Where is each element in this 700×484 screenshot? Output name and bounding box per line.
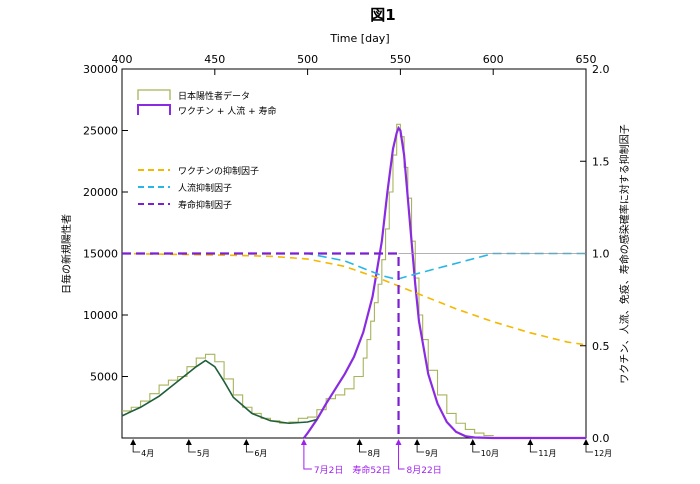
month-leader: [359, 445, 367, 453]
y-axis-right-label: ワクチン、人流、免疫、寿命の感染確率に対する抑制因子: [618, 124, 631, 383]
series-line: [122, 252, 586, 281]
month-leader: [529, 445, 538, 453]
series-line: [122, 252, 400, 438]
series-group: [121, 123, 587, 440]
x-tick-label: 450: [204, 53, 225, 66]
month-arrow: [469, 439, 476, 445]
legend-label: ワクチンの抑制因子: [178, 165, 259, 177]
y-right-tick-label: 2.0: [592, 63, 610, 76]
axes: 400 450 500 550 600 650 5000 10000 15000 20000 250…: [83, 53, 610, 445]
y-left-tick-label: 5000: [90, 371, 118, 384]
y-right-tick-label: 1.5: [592, 155, 610, 168]
annotation-arrow: [300, 439, 307, 445]
month-arrow: [185, 439, 192, 445]
series-line: [303, 125, 586, 440]
series-line: [122, 123, 494, 437]
annotation-leader: [398, 445, 405, 470]
legend-label: ワクチン + 人流 + 寿命: [178, 105, 277, 117]
annotation-label: 8月22日: [407, 465, 442, 476]
annotation-leader: [303, 445, 312, 470]
x-tick-label: 400: [112, 53, 133, 66]
chart-title: 図1: [370, 6, 395, 24]
y-left-tick-label: 15000: [83, 248, 118, 261]
month-markers: 4月 5月 6月 8月 9月 10月 11月 12月 7月2日 寿命52日 8月22日: [130, 439, 612, 476]
legend-label: 寿命抑制因子: [178, 199, 232, 211]
month-label: 4月: [141, 449, 154, 458]
x-tick-label: 500: [297, 53, 318, 66]
month-arrow: [130, 439, 137, 445]
y-right-tick-label: 0.5: [592, 340, 610, 353]
y-left-tick-label: 20000: [83, 186, 118, 199]
month-arrow: [243, 439, 250, 445]
month-arrow: [356, 439, 363, 445]
month-label: 12月: [594, 449, 612, 458]
month-leader: [416, 445, 425, 453]
legend-label: 日本陽性者データ: [178, 90, 250, 102]
month-label: 11月: [538, 449, 556, 458]
x-tick-label: 600: [483, 53, 504, 66]
y-left-tick-label: 25000: [83, 125, 118, 138]
month-arrow: [414, 439, 421, 445]
month-label: 6月: [254, 449, 267, 458]
month-label: 10月: [481, 449, 499, 458]
month-leader: [132, 445, 141, 453]
y-left-tick-label: 30000: [83, 63, 118, 76]
y-left-tick-label: 10000: [83, 309, 118, 322]
legend-swatch: [137, 89, 171, 100]
month-label: 8月: [368, 449, 381, 458]
month-leader: [472, 445, 480, 453]
series-line: [121, 359, 318, 425]
month-arrow: [583, 439, 589, 445]
legend-label: 人流抑制因子: [178, 182, 232, 194]
series-line: [121, 252, 587, 346]
y-right-tick-label: 0.0: [592, 432, 610, 445]
x-axis-label: Time [day]: [329, 32, 389, 45]
month-leader: [188, 445, 196, 453]
y-axis-left-label: 日毎の新規陽性者: [60, 214, 73, 294]
y-right-tick-label: 1.0: [592, 248, 610, 261]
month-leader: [245, 445, 254, 453]
x-tick-label: 650: [576, 53, 597, 66]
month-label: 5月: [197, 449, 210, 458]
month-leader: [585, 445, 593, 453]
x-tick-label: 550: [390, 53, 411, 66]
legend-swatch: [137, 104, 171, 115]
month-label: 9月: [425, 449, 438, 458]
month-arrow: [527, 439, 534, 445]
annotation-arrow: [395, 439, 402, 445]
annotation-label: 7月2日 寿命52日: [314, 464, 391, 476]
